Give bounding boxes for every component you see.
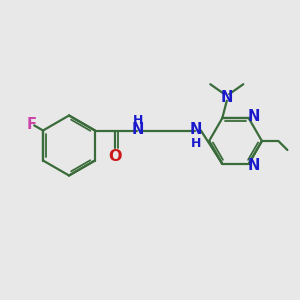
Text: F: F (27, 117, 37, 132)
Text: N: N (220, 90, 233, 105)
Text: H: H (132, 114, 143, 127)
Text: N: N (248, 109, 260, 124)
Text: O: O (109, 149, 122, 164)
Text: N: N (190, 122, 202, 137)
Text: N: N (131, 122, 144, 137)
Text: N: N (248, 158, 260, 173)
Text: H: H (191, 137, 201, 150)
